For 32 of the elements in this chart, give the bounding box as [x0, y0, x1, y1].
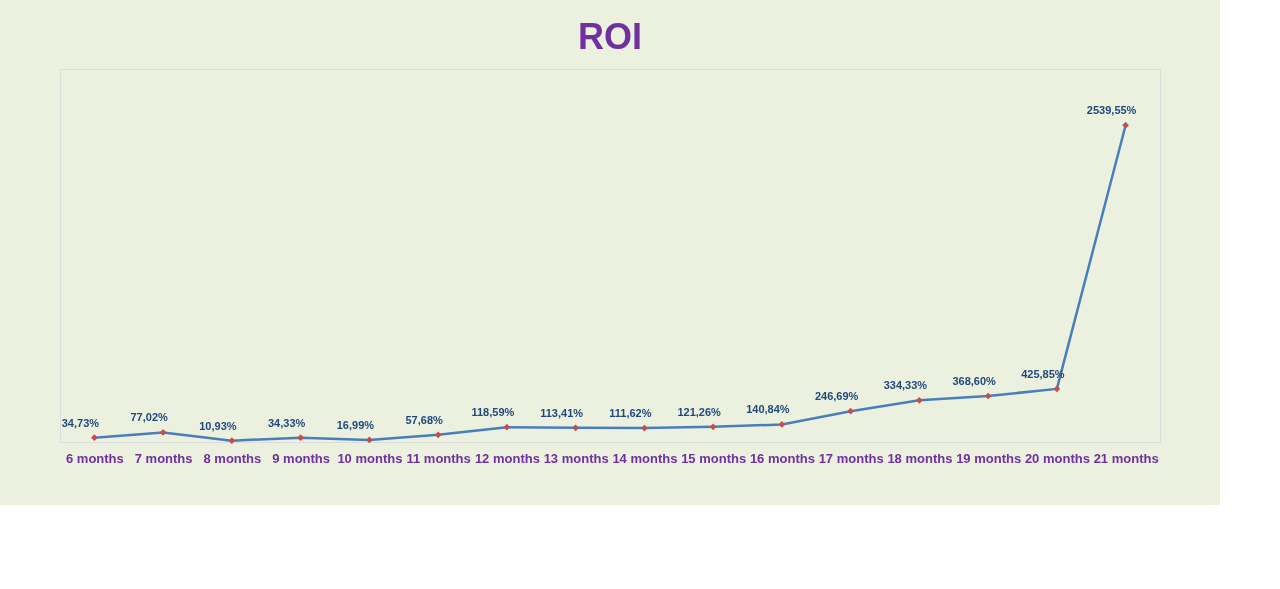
x-tick-label: 16 months — [749, 450, 815, 466]
data-label: 113,41% — [540, 406, 584, 419]
data-label: 334,33% — [883, 379, 928, 392]
data-label: 2539,55% — [1086, 104, 1137, 117]
data-label: 246,69% — [814, 390, 859, 403]
data-label: 111,62% — [609, 407, 652, 420]
x-tick-label: 10 months — [337, 450, 403, 466]
data-label: 16,99% — [336, 418, 375, 431]
x-tick-label: 19 months — [956, 450, 1022, 466]
data-label: 368,60% — [952, 375, 997, 388]
data-label: 77,02% — [130, 411, 168, 424]
x-tick-label: 18 months — [887, 450, 953, 466]
x-tick-label: 8 months — [203, 450, 262, 466]
chart-title: ROI — [577, 16, 643, 57]
x-tick-label: 7 months — [134, 450, 193, 466]
data-label: 57,68% — [405, 413, 443, 426]
x-tick-label: 21 months — [1093, 450, 1159, 466]
x-tick-label: 9 months — [272, 450, 331, 466]
data-label: 10,93% — [199, 419, 237, 432]
x-tick-label: 12 months — [474, 450, 540, 466]
x-tick-label: 15 months — [681, 450, 747, 466]
data-label: 118,59% — [471, 406, 515, 419]
x-tick-label: 14 months — [612, 450, 678, 466]
x-tick-label: 11 months — [406, 450, 471, 466]
x-tick-label: 13 months — [543, 450, 609, 466]
data-label: 121,26% — [677, 405, 722, 418]
x-tick-label: 20 months — [1024, 450, 1090, 466]
data-label: 140,84% — [746, 403, 790, 416]
data-label: 34,33% — [267, 416, 306, 429]
data-label: 34,73% — [61, 416, 100, 429]
x-tick-label: 17 months — [818, 450, 884, 466]
x-tick-label: 6 months — [65, 450, 124, 466]
